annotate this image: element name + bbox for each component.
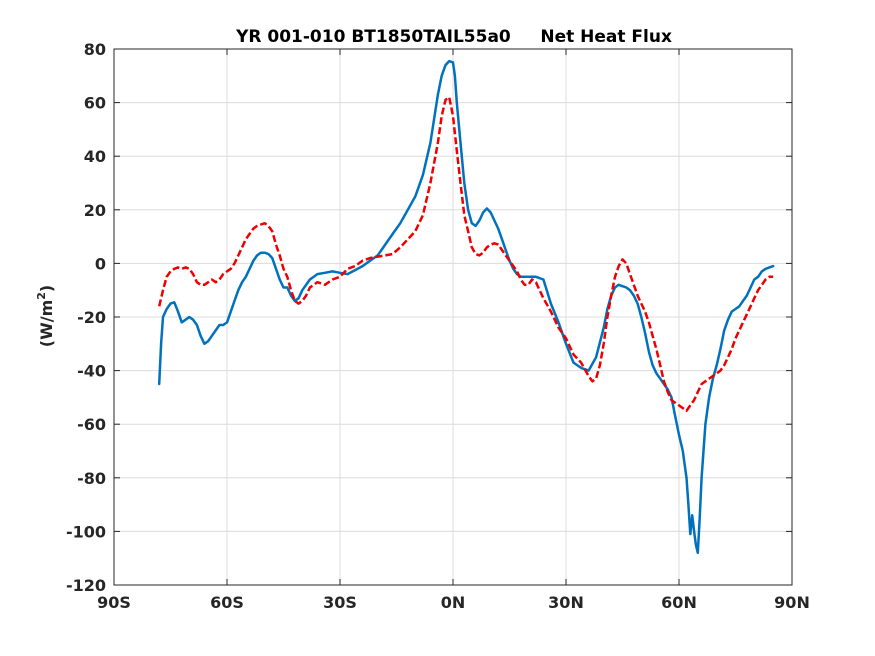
series-layer: [157, 59, 775, 555]
y-axis-label-exponent: 2: [35, 292, 48, 300]
x-tick-label: 60N: [661, 593, 697, 612]
x-tick-label: 60S: [210, 593, 244, 612]
axis-ticks: 90S 60S 30S 0N 30N 60N 90N 80 60 40 20 0 -20 -40 -60 -8…: [66, 40, 810, 612]
y-tick-label: 40: [84, 147, 106, 166]
y-tick-label: -80: [77, 469, 106, 488]
y-axis-label-main: (W/m: [37, 300, 56, 347]
series-line-1: [157, 59, 775, 555]
y-tick-label: -100: [66, 522, 106, 541]
x-tick-label: 30S: [323, 593, 357, 612]
y-tick-label: 60: [84, 94, 106, 113]
y-tick-label: 20: [84, 201, 106, 220]
y-tick-label: 0: [95, 254, 106, 273]
y-tick-label: -40: [77, 362, 106, 381]
y-axis-label: (W/m2): [35, 285, 56, 347]
x-tick-label: 90N: [774, 593, 810, 612]
grid: [114, 49, 792, 585]
x-tick-label: 90S: [97, 593, 131, 612]
chart-title: YR 001-010 BT1850TAIL55a0 Net Heat Flux: [235, 27, 672, 47]
y-tick-label: -120: [66, 576, 106, 595]
x-tick-label: 0N: [441, 593, 466, 612]
x-tick-label: 30N: [548, 593, 584, 612]
series-line-2: [157, 95, 774, 413]
y-tick-label: 80: [84, 40, 106, 59]
y-axis-label-close: ): [37, 285, 56, 292]
y-tick-label: -20: [77, 308, 106, 327]
y-tick-label: -60: [77, 415, 106, 434]
